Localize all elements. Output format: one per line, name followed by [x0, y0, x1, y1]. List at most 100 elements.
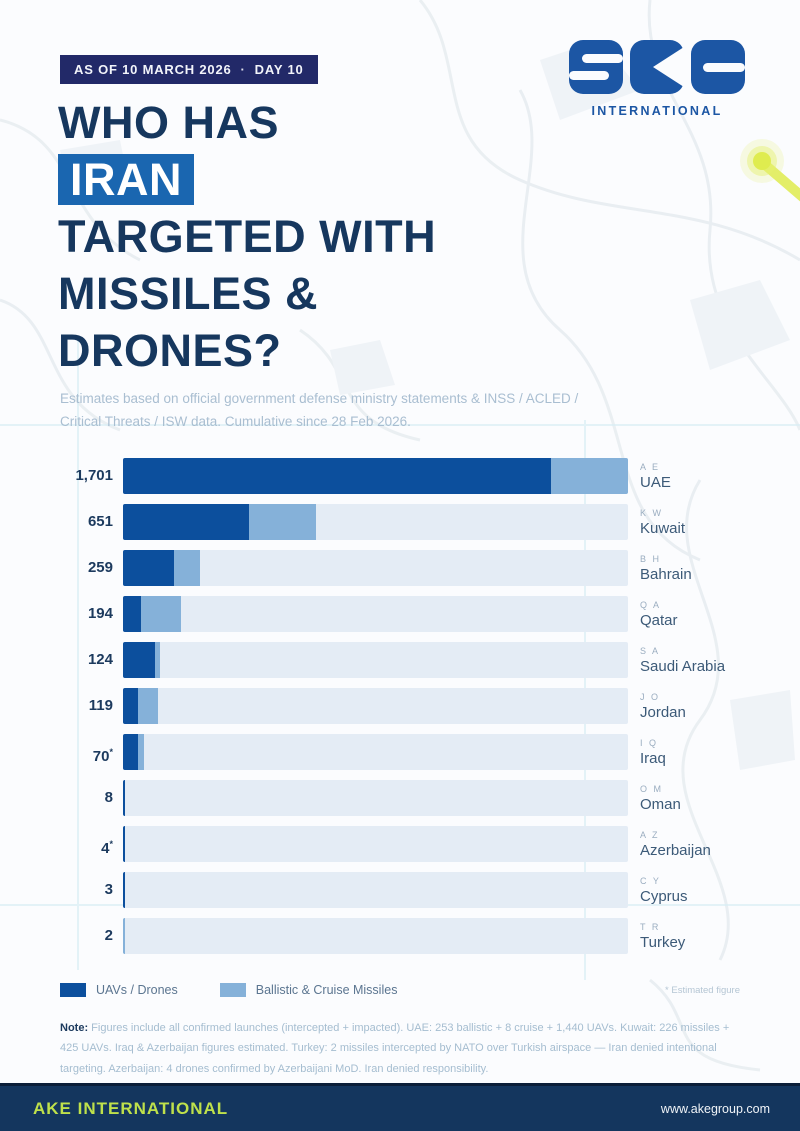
country-name: Jordan	[640, 703, 686, 721]
country-label: C Y Cyprus	[640, 872, 688, 908]
bar-segment-missiles	[141, 596, 181, 632]
title-line-3: MISSILES &	[58, 268, 319, 319]
bar-value: 4*	[101, 839, 113, 857]
country-code: Q A	[640, 599, 662, 610]
bar-value: 259	[87, 559, 113, 576]
bar-segment-uav-drones	[123, 826, 125, 862]
chart-row: 70* I Q Iraq	[60, 734, 750, 770]
bar-value: 8	[104, 789, 113, 806]
legend-swatch-uavs-icon	[60, 983, 86, 997]
country-name: Oman	[640, 795, 681, 813]
legend-swatch-missiles-icon	[219, 983, 246, 997]
date-badge: AS OF 10 MARCH 2026 · DAY 10	[60, 55, 318, 84]
country-code: A E	[640, 461, 661, 472]
bar-segment-uav-drones	[123, 642, 156, 678]
bar-value: 119	[88, 697, 113, 714]
subtitle: Estimates based on official government d…	[60, 391, 579, 429]
chart-row: 2 T R Turkey	[60, 918, 750, 954]
country-name: Kuwait	[640, 519, 686, 537]
country-code: I Q	[640, 737, 659, 748]
country-label: A Z Azerbaijan	[640, 826, 711, 862]
bar-value: 194	[87, 605, 113, 622]
title-line-4: DRONES?	[58, 325, 282, 376]
legend-label-uavs: UAVs / Drones	[96, 983, 178, 997]
country-label: Q A Qatar	[640, 596, 678, 632]
country-label: O M Oman	[640, 780, 681, 816]
footnote-text: Figures include all confirmed launches (…	[60, 1022, 730, 1075]
bar-track	[123, 780, 628, 816]
bar-segment-missiles	[137, 734, 144, 770]
chart-row: 8 O M Oman	[60, 780, 750, 816]
bar-track	[123, 504, 628, 540]
bar-segment-uav-drones	[123, 458, 551, 494]
estimated-asterisk: *	[109, 839, 113, 849]
country-label: K W Kuwait	[640, 504, 685, 540]
bar-track	[123, 596, 628, 632]
estimated-figure-note: * Estimated figure	[665, 984, 740, 996]
estimated-asterisk: *	[109, 747, 113, 757]
country-name: Azerbaijan	[640, 841, 711, 859]
footer-brand: AKE INTERNATIONAL	[33, 1098, 229, 1118]
country-name: Qatar	[640, 611, 678, 629]
country-name: Cyprus	[640, 887, 688, 905]
country-code: O M	[640, 783, 663, 794]
country-code: J O	[640, 691, 661, 702]
bar-segment-missiles	[123, 918, 125, 954]
footer-url[interactable]: www.akegroup.com	[660, 1101, 770, 1116]
country-name: Saudi Arabia	[640, 657, 726, 675]
bar-value: 1,701	[75, 467, 113, 484]
bar-track	[123, 458, 628, 494]
title-highlight-iran: IRAN	[58, 154, 194, 205]
country-label: T R Turkey	[640, 918, 685, 954]
bar-value: 70*	[92, 747, 113, 765]
title-line-2: TARGETED WITH	[58, 211, 437, 262]
country-name: Iraq	[640, 749, 666, 767]
bar-segment-missiles	[249, 504, 317, 540]
chart-row: 3 C Y Cyprus	[60, 872, 750, 908]
logo-subtext: INTERNATIONAL	[591, 104, 723, 118]
bar-track	[123, 688, 628, 724]
bar-segment-missiles	[138, 688, 159, 724]
chart-row: 259 B H Bahrain	[60, 550, 750, 586]
country-name: Turkey	[640, 933, 686, 951]
country-code: S A	[640, 645, 661, 656]
bar-track	[123, 734, 628, 770]
bar-value: 2	[104, 927, 113, 944]
chart-row: 1,701 A E UAE	[60, 458, 750, 494]
country-label: S A Saudi Arabia	[640, 642, 725, 678]
badge-date: AS OF 10 MARCH 2026	[74, 62, 232, 77]
country-label: I Q Iraq	[640, 734, 666, 770]
ake-logo-icon	[569, 40, 745, 94]
country-label: B H Bahrain	[640, 550, 692, 586]
country-name: UAE	[640, 473, 671, 491]
badge-separator: ·	[240, 62, 246, 77]
bar-segment-uav-drones	[123, 872, 125, 908]
bar-track	[123, 918, 628, 954]
chart-row: 119 J O Jordan	[60, 688, 750, 724]
country-code: C Y	[640, 875, 661, 886]
bar-value: 124	[87, 651, 113, 668]
country-code: T R	[640, 921, 661, 932]
chart-row: 651 K W Kuwait	[60, 504, 750, 540]
legend-item-uavs: UAVs / Drones	[60, 983, 178, 997]
bar-chart: 1,701 A E UAE 651 K W Kuwait 259 B H Bahrain 194 Q…	[60, 458, 750, 964]
footnote-label: Note:	[60, 1022, 89, 1034]
bar-segment-uav-drones	[123, 734, 138, 770]
country-code: B H	[640, 553, 662, 564]
bar-track	[123, 550, 628, 586]
bar-segment-missiles	[173, 550, 200, 586]
legend-label-missiles: Ballistic & Cruise Missiles	[255, 983, 398, 997]
bar-segment-uav-drones	[123, 596, 142, 632]
title-line-1: WHO HAS	[58, 97, 279, 148]
country-name: Bahrain	[640, 565, 692, 583]
chart-row: 124 S A Saudi Arabia	[60, 642, 750, 678]
bar-segment-uav-drones	[123, 550, 174, 586]
footer-bar: AKE INTERNATIONAL www.akegroup.com	[0, 1083, 800, 1131]
country-label: J O Jordan	[640, 688, 686, 724]
bar-segment-missiles	[550, 458, 628, 494]
bar-segment-uav-drones	[123, 780, 126, 816]
bar-segment-missiles	[155, 642, 160, 678]
chart-row: 194 Q A Qatar	[60, 596, 750, 632]
chart-legend: UAVs / Drones Ballistic & Cruise Missile…	[60, 983, 740, 997]
